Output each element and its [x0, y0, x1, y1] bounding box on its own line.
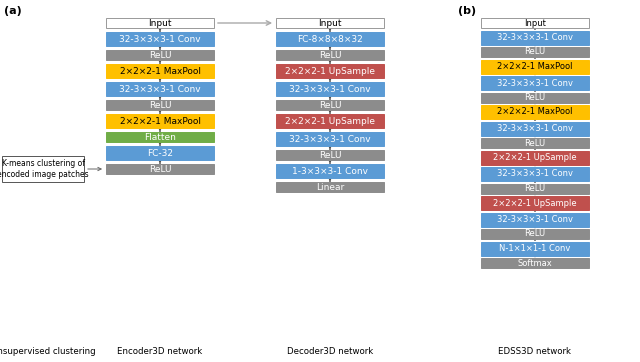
Text: 2×2×2-1 MaxPool: 2×2×2-1 MaxPool [120, 117, 200, 126]
Text: EDSS3D network: EDSS3D network [499, 347, 572, 356]
FancyBboxPatch shape [481, 212, 589, 227]
FancyBboxPatch shape [481, 105, 589, 119]
Text: Linear: Linear [316, 182, 344, 191]
FancyBboxPatch shape [106, 100, 214, 110]
Text: N-1×1×1-1 Conv: N-1×1×1-1 Conv [499, 244, 571, 253]
FancyBboxPatch shape [106, 164, 214, 174]
Text: 32-3×3×3-1 Conv: 32-3×3×3-1 Conv [119, 84, 201, 93]
FancyBboxPatch shape [106, 146, 214, 160]
Text: ReLU: ReLU [148, 101, 172, 109]
FancyBboxPatch shape [481, 151, 589, 164]
Text: (a): (a) [4, 6, 22, 16]
FancyBboxPatch shape [481, 258, 589, 268]
FancyBboxPatch shape [481, 138, 589, 148]
Text: Unsupervised clustering: Unsupervised clustering [0, 347, 95, 356]
FancyBboxPatch shape [481, 167, 589, 181]
FancyBboxPatch shape [481, 241, 589, 256]
Text: 32-3×3×3-1 Conv: 32-3×3×3-1 Conv [497, 215, 573, 224]
Text: 2×2×2-1 MaxPool: 2×2×2-1 MaxPool [497, 108, 573, 117]
Text: FC-32: FC-32 [147, 148, 173, 157]
Text: ReLU: ReLU [524, 47, 545, 56]
Text: ReLU: ReLU [524, 93, 545, 102]
FancyBboxPatch shape [276, 18, 384, 28]
Text: 32-3×3×3-1 Conv: 32-3×3×3-1 Conv [497, 33, 573, 42]
Text: Encoder3D network: Encoder3D network [117, 347, 203, 356]
Text: 2×2×2-1 MaxPool: 2×2×2-1 MaxPool [120, 67, 200, 76]
Text: ReLU: ReLU [148, 164, 172, 173]
Text: 1-3×3×3-1 Conv: 1-3×3×3-1 Conv [292, 167, 368, 176]
FancyBboxPatch shape [481, 47, 589, 57]
Text: ReLU: ReLU [148, 51, 172, 59]
Text: ReLU: ReLU [524, 184, 545, 193]
FancyBboxPatch shape [276, 114, 384, 128]
Text: Input: Input [318, 18, 342, 28]
FancyBboxPatch shape [2, 156, 84, 182]
Text: ReLU: ReLU [319, 151, 341, 160]
Text: ReLU: ReLU [524, 230, 545, 239]
Text: ReLU: ReLU [319, 101, 341, 109]
Text: 32-3×3×3-1 Conv: 32-3×3×3-1 Conv [119, 34, 201, 43]
Text: ReLU: ReLU [319, 51, 341, 59]
Text: 32-3×3×3-1 Conv: 32-3×3×3-1 Conv [289, 135, 371, 143]
FancyBboxPatch shape [276, 64, 384, 78]
FancyBboxPatch shape [481, 30, 589, 45]
FancyBboxPatch shape [106, 64, 214, 78]
Text: FC-8×8×8×32: FC-8×8×8×32 [297, 34, 363, 43]
FancyBboxPatch shape [276, 182, 384, 192]
FancyBboxPatch shape [276, 32, 384, 46]
FancyBboxPatch shape [481, 184, 589, 194]
Text: Decoder3D network: Decoder3D network [287, 347, 373, 356]
Text: Input: Input [524, 18, 546, 28]
Text: ReLU: ReLU [524, 139, 545, 147]
Text: 2×2×2-1 UpSample: 2×2×2-1 UpSample [285, 117, 375, 126]
FancyBboxPatch shape [481, 93, 589, 102]
FancyBboxPatch shape [106, 132, 214, 142]
FancyBboxPatch shape [276, 164, 384, 178]
FancyBboxPatch shape [481, 229, 589, 239]
Text: 32-3×3×3-1 Conv: 32-3×3×3-1 Conv [497, 124, 573, 133]
Text: 2×2×2-1 UpSample: 2×2×2-1 UpSample [285, 67, 375, 76]
Text: K-means clustering of
encoded image patches: K-means clustering of encoded image patc… [0, 159, 89, 179]
Text: Flatten: Flatten [144, 132, 176, 142]
FancyBboxPatch shape [481, 59, 589, 73]
FancyBboxPatch shape [481, 122, 589, 135]
FancyBboxPatch shape [106, 114, 214, 128]
Text: 32-3×3×3-1 Conv: 32-3×3×3-1 Conv [497, 79, 573, 88]
Text: 2×2×2-1 MaxPool: 2×2×2-1 MaxPool [497, 62, 573, 71]
Text: (b): (b) [458, 6, 476, 16]
FancyBboxPatch shape [276, 50, 384, 60]
FancyBboxPatch shape [106, 50, 214, 60]
FancyBboxPatch shape [106, 82, 214, 96]
Text: 32-3×3×3-1 Conv: 32-3×3×3-1 Conv [289, 84, 371, 93]
Text: 32-3×3×3-1 Conv: 32-3×3×3-1 Conv [497, 169, 573, 178]
Text: Input: Input [148, 18, 172, 28]
Text: 2×2×2-1 UpSample: 2×2×2-1 UpSample [493, 153, 577, 162]
FancyBboxPatch shape [276, 150, 384, 160]
FancyBboxPatch shape [276, 82, 384, 96]
FancyBboxPatch shape [106, 32, 214, 46]
Text: 2×2×2-1 UpSample: 2×2×2-1 UpSample [493, 198, 577, 207]
FancyBboxPatch shape [276, 132, 384, 146]
FancyBboxPatch shape [481, 76, 589, 90]
Text: Softmax: Softmax [518, 258, 552, 268]
FancyBboxPatch shape [276, 100, 384, 110]
FancyBboxPatch shape [106, 18, 214, 28]
FancyBboxPatch shape [481, 18, 589, 28]
FancyBboxPatch shape [481, 196, 589, 210]
